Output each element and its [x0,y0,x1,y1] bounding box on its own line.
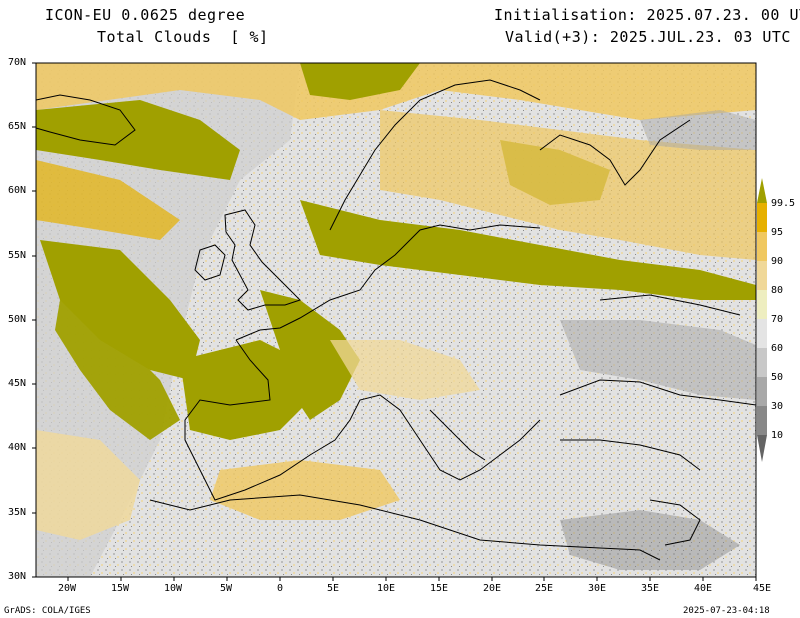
lat-label: 30N [8,571,27,582]
lat-label: 55N [8,250,27,261]
lon-label: 5E [327,583,340,594]
coastlines [35,79,757,561]
lat-label: 70N [8,57,27,68]
lon-label: 15E [430,583,449,594]
legend-label: 99.5 [771,198,796,209]
legend-swatch [757,406,767,435]
footer-credit: GrADS: COLA/IGES [4,606,91,616]
legend-swatch [757,232,767,261]
legend-swatch [757,261,767,290]
lat-label: 65N [8,121,27,132]
lon-label: 40E [694,583,713,594]
lon-label: 15W [111,583,130,594]
lon-label: 30E [588,583,607,594]
legend-colorbar [757,178,767,462]
legend-label: 95 [771,227,784,238]
legend-cap-top [757,178,767,203]
lon-label: 35E [641,583,660,594]
valid-time: Valid(+3): 2025.JUL.23. 03 UTC [505,28,791,46]
lon-label: 45E [753,583,772,594]
lat-label: 40N [8,442,27,453]
lon-label: 0 [277,583,284,594]
lat-label: 45N [8,378,27,389]
legend-cap-bottom [757,435,767,462]
legend-swatch [757,348,767,377]
legend-label: 30 [771,401,784,412]
legend-swatch [757,203,767,232]
legend-swatch [757,319,767,348]
legend-label: 10 [771,430,784,441]
tick-marks [32,62,757,581]
lat-label: 50N [8,314,27,325]
legend-label: 80 [771,285,784,296]
lon-label: 10W [164,583,183,594]
lon-label: 5W [220,583,233,594]
legend-swatch [757,290,767,319]
field-title: Total Clouds [ %] [97,28,269,46]
lon-label: 20W [58,583,77,594]
lon-label: 20E [483,583,502,594]
lon-label: 10E [377,583,396,594]
init-time: Initialisation: 2025.07.23. 00 UTC [494,6,800,24]
legend-label: 90 [771,256,784,267]
lat-label: 35N [8,507,27,518]
lon-label: 25E [535,583,554,594]
legend-label: 50 [771,372,784,383]
model-title: ICON-EU 0.0625 degree [45,6,246,24]
legend-label: 60 [771,343,784,354]
legend-label: 70 [771,314,784,325]
footer-timestamp: 2025-07-23-04:18 [683,606,770,616]
map-field [36,63,756,577]
lat-label: 60N [8,185,27,196]
legend-swatch [757,377,767,406]
